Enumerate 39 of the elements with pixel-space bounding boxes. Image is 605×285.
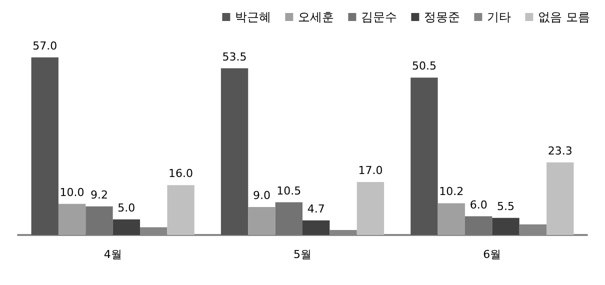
data-label: 4.7	[307, 202, 325, 216]
data-label: 9.0	[252, 188, 270, 202]
bar	[356, 182, 384, 235]
data-label: 5.5	[497, 200, 515, 213]
bar	[248, 206, 276, 235]
legend-label: 오세훈	[298, 10, 334, 24]
data-label: 5.0	[118, 201, 136, 214]
bar	[31, 57, 58, 235]
x-tick-label: 6월	[483, 248, 502, 261]
legend-label: 없음 모름	[538, 10, 590, 24]
bar	[220, 68, 248, 235]
legend-label: 박근혜	[235, 10, 272, 24]
data-label: 57.0	[32, 39, 58, 52]
data-label: 16.0	[168, 167, 194, 180]
bar	[464, 216, 492, 235]
bar	[546, 162, 574, 235]
bar	[275, 202, 302, 235]
bar	[167, 185, 194, 235]
data-label: 17.0	[358, 164, 383, 178]
data-label: 10.5	[276, 184, 302, 198]
data-label: 9.2	[90, 188, 108, 202]
bar	[492, 218, 520, 235]
data-label: 10.2	[439, 185, 464, 198]
bar	[302, 220, 330, 235]
bar	[410, 78, 438, 235]
data-label: 53.5	[222, 50, 247, 64]
legend-label: 기타	[487, 10, 512, 24]
bar	[58, 204, 86, 235]
data-label: 6.0	[470, 198, 488, 212]
bar	[438, 203, 465, 235]
bar	[112, 219, 140, 235]
legend-label: 정몽준	[424, 10, 460, 24]
data-label: 10.0	[60, 186, 84, 199]
x-tick-label: 4월	[104, 248, 122, 261]
x-tick-label: 5월	[294, 248, 312, 261]
bar	[86, 206, 113, 235]
legend-label: 김문수	[361, 10, 398, 24]
data-label: 50.5	[412, 60, 436, 73]
data-label: 23.3	[548, 144, 572, 158]
